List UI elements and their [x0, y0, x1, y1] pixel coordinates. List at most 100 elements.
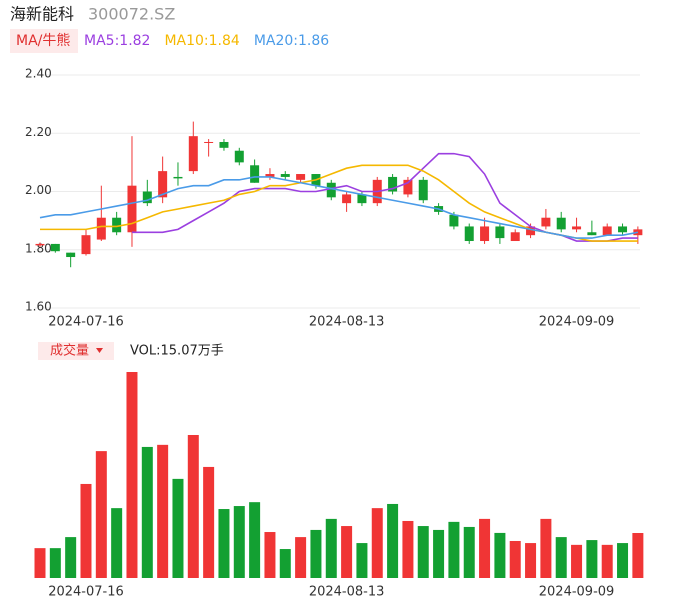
volume-bar [249, 502, 261, 578]
volume-bar [371, 508, 383, 578]
candle-body [495, 226, 505, 239]
candle-body [449, 214, 459, 227]
volume-bar [279, 549, 291, 578]
y-tick-label: 2.20 [25, 125, 52, 139]
volume-bar [586, 540, 598, 578]
candle-body [96, 217, 106, 240]
candle-body [265, 174, 275, 177]
candle-body [158, 171, 168, 198]
candle-body [418, 179, 428, 201]
volume-bar [433, 529, 445, 578]
dropdown-arrow [96, 348, 103, 353]
volume-bar [341, 526, 353, 578]
volume-bar [34, 548, 46, 578]
volume-bar [203, 466, 215, 578]
y-tick-label: 1.80 [25, 241, 52, 255]
volume-bar [65, 537, 77, 578]
candle-body [250, 165, 260, 183]
legend: MA5:1.82 MA10:1.84 MA20:1.86 [84, 33, 329, 49]
y-tick-label: 2.00 [25, 183, 52, 197]
volume-bar [448, 521, 460, 578]
volume-bar [126, 372, 138, 578]
x-tick-label: 2024-09-09 [539, 585, 615, 600]
candle-body [296, 174, 306, 180]
volume-bar [187, 434, 199, 578]
x-tick-label: 2024-08-13 [309, 585, 385, 600]
candle-body [357, 194, 367, 204]
volume-bar [356, 543, 368, 578]
volume-button[interactable]: 成交量 [50, 343, 89, 359]
x-tick-label: 2024-09-09 [539, 315, 615, 330]
candle-body [541, 217, 551, 227]
legend-entry: MA20:1.86 [254, 33, 329, 49]
volume-bar [540, 518, 552, 578]
volume-bar [325, 518, 337, 578]
candle-body [572, 226, 582, 230]
ma-line [39, 176, 639, 239]
candle-body [142, 191, 152, 204]
indicator-button-bg[interactable] [10, 29, 78, 53]
volume-bar [172, 478, 184, 578]
volume-bar [601, 544, 613, 578]
candle-body [618, 226, 628, 233]
candle-body [204, 141, 214, 143]
volume-bar [402, 520, 414, 578]
volume-bar [49, 548, 61, 578]
volume-bar [295, 537, 307, 578]
candle-body [234, 150, 244, 163]
volume-bar [387, 503, 399, 578]
candle-body [188, 136, 198, 172]
y-tick-label: 1.60 [25, 300, 52, 314]
volume-bar [555, 537, 567, 578]
volume-bar [463, 526, 475, 578]
volume-bar [417, 526, 429, 578]
volume-bar [157, 444, 169, 578]
stock-name: 海新能科 [10, 5, 74, 24]
candle-body [526, 226, 536, 236]
candle-body [81, 235, 91, 255]
candle-body [403, 179, 413, 195]
candle-body [173, 176, 183, 179]
candle-body [480, 226, 490, 242]
volume-bar [264, 532, 276, 578]
candle-body [587, 232, 597, 236]
indicator-button[interactable]: MA/牛熊 [16, 33, 70, 49]
x-tick-label: 2024-07-16 [48, 315, 124, 330]
candle-body [342, 194, 352, 204]
x-tick-label: 2024-07-16 [48, 585, 124, 600]
x-tick-label: 2024-08-13 [309, 315, 385, 330]
candle-body [556, 217, 566, 230]
volume-bar [617, 543, 629, 578]
volume-bar [509, 540, 521, 578]
volume-bar [571, 544, 583, 578]
volume-bar [95, 451, 107, 578]
legend-entry: MA5:1.82 [84, 33, 150, 49]
candle-body [280, 174, 290, 177]
volume-title: VOL:15.07万手 [130, 344, 224, 359]
stock-code: 300072.SZ [88, 5, 175, 24]
legend-entry: MA10:1.84 [164, 33, 239, 49]
candle-body [602, 226, 612, 236]
candle-body [464, 226, 474, 242]
volume-bar [218, 509, 230, 578]
candle-body [112, 217, 122, 233]
volume-bar [525, 543, 537, 578]
volume-bar [310, 529, 322, 578]
candle-body [35, 243, 45, 246]
volume-bar [479, 518, 491, 578]
volume-bar [632, 533, 644, 578]
volume-button-bg[interactable] [38, 342, 114, 360]
candle-body [219, 141, 229, 148]
candle-body [50, 243, 60, 252]
candle-body [388, 176, 398, 192]
y-tick-label: 2.40 [25, 67, 52, 81]
candle-body [510, 232, 520, 242]
volume-bar [111, 508, 123, 578]
volume-bar [233, 506, 245, 578]
volume-bar [494, 532, 506, 578]
volume-bar [80, 483, 92, 578]
candle-body [66, 252, 76, 258]
candle-body [127, 185, 137, 233]
candle-body [326, 182, 336, 198]
